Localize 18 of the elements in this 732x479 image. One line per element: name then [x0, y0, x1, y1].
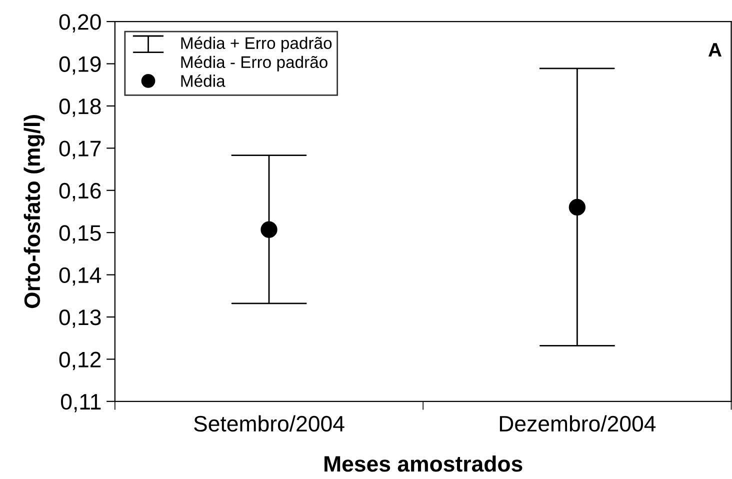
y-tick-label: 0,19 — [59, 56, 101, 75]
annotation: A — [708, 43, 722, 57]
x-axis-title: Meses amostrados — [324, 455, 522, 472]
legend-label: Média — [181, 74, 226, 87]
y-tick-label: 0,20 — [59, 14, 101, 32]
y-tick-label: 0,16 — [59, 182, 101, 202]
y-tick-label: 0,14 — [59, 267, 102, 286]
y-tick-label: 0,17 — [59, 140, 101, 160]
y-axis-title: Orto-fosfato (mg/l) — [24, 115, 45, 308]
y-tick-label: 0,13 — [59, 310, 101, 328]
annotation: Média - Erro padrão — [181, 56, 328, 72]
annotation: Média + Erro padrão — [181, 36, 332, 52]
y-tick-label: 0,18 — [59, 98, 101, 117]
y-tick-label: 0,15 — [59, 225, 101, 244]
y-tick-label: 0,11 — [60, 394, 101, 412]
y-tick-label: 0,12 — [59, 352, 101, 370]
x-tick-label: Dezembro/2004 — [500, 415, 656, 432]
x-tick-label: Setembro/2004 — [194, 415, 344, 432]
